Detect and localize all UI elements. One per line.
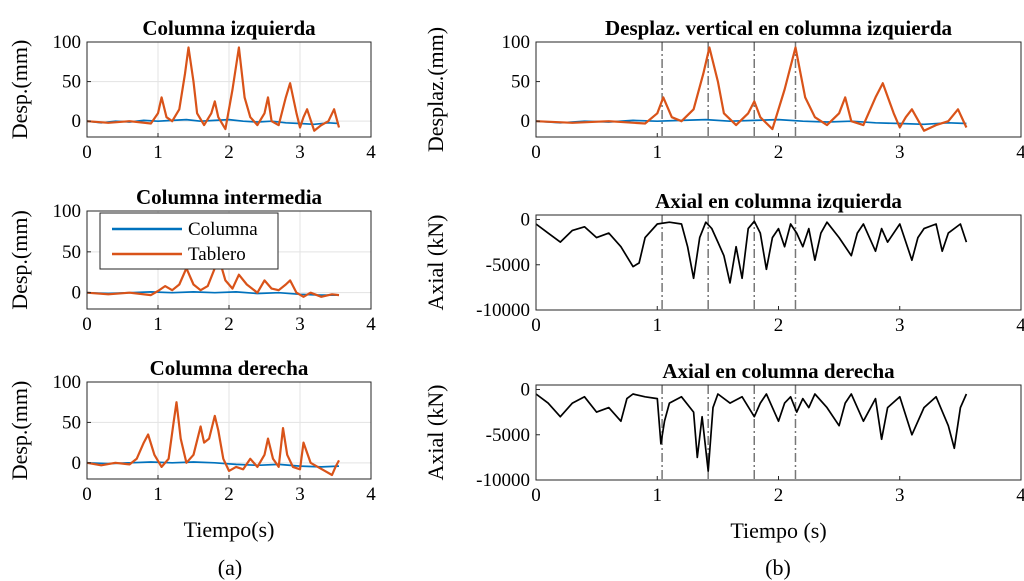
- y-axis-label: Axial (kN): [423, 385, 448, 481]
- x-tick-label: 0: [82, 484, 92, 505]
- x-tick-label: 4: [366, 314, 376, 335]
- y-tick-label: -5000: [486, 425, 530, 446]
- x-tick-label: 1: [653, 315, 663, 336]
- chart-columna-derecha: 0 1 2 3 4 0 50 100 Columna derecha Desp.(mm) Tiemp…: [7, 356, 376, 542]
- series-line-0: [535, 393, 968, 472]
- y-tick-label: -5000: [486, 255, 530, 276]
- chart-axial-derecha: 0 1 2 3 4 -10000 -5000 0 Axial en columna derech…: [423, 359, 1024, 543]
- series-line-1: [86, 46, 341, 132]
- chart-desplaz-vertical: 0 1 2 3 4 0 50 100 Desplaz. vertical en columna …: [423, 16, 1024, 163]
- legend-label-columna: Columna: [188, 219, 258, 240]
- y-tick-label: 100: [53, 32, 82, 53]
- y-tick-label: 0: [72, 283, 82, 304]
- x-tick-label: 3: [895, 315, 905, 336]
- y-tick-label: 0: [521, 111, 531, 132]
- x-tick-label: 4: [1016, 485, 1024, 506]
- y-axis-label: Desp.(mm): [7, 381, 32, 481]
- x-tick-label: 1: [153, 142, 163, 163]
- legend-label-tablero: Tablero: [188, 244, 246, 265]
- x-tick-label: 1: [653, 142, 663, 163]
- series-line-1: [86, 401, 340, 477]
- chart-title: Columna intermedia: [136, 185, 323, 209]
- chart-legend: Columna Tablero: [99, 212, 279, 270]
- x-tick-label: 2: [224, 314, 234, 335]
- legend-box: [99, 212, 279, 270]
- y-tick-label: 50: [62, 412, 81, 433]
- x-axis-label: Tiempo (s): [730, 518, 826, 543]
- x-tick-label: 3: [295, 314, 305, 335]
- chart-axial-izquierda: 0 1 2 3 4 -10000 -5000 0 Axial en columna izquie…: [423, 189, 1024, 336]
- series-line-tablero: [86, 254, 340, 298]
- x-tick-label: 3: [295, 142, 305, 163]
- chart-title: Columna derecha: [150, 356, 309, 380]
- x-tick-label: 0: [531, 485, 541, 506]
- y-tick-label: 0: [72, 111, 82, 132]
- y-tick-label: 100: [502, 32, 531, 53]
- y-axis-label: Desp.(mm): [7, 40, 32, 140]
- x-tick-label: 2: [774, 142, 784, 163]
- x-tick-label: 4: [1016, 315, 1024, 336]
- chart-columna-izquierda: 0 1 2 3 4 0 50 100 Columna izquierda Desp.(mm): [7, 16, 376, 163]
- panel-label-b: (b): [765, 555, 791, 580]
- y-tick-label: -10000: [476, 300, 530, 321]
- chart-columna-intermedia: 0 1 2 3 4 0 50 100 Columna intermedia Desp.(mm) Co…: [7, 185, 376, 335]
- x-tick-label: 2: [774, 485, 784, 506]
- x-tick-label: 0: [82, 314, 92, 335]
- x-tick-label: 4: [366, 484, 376, 505]
- y-tick-label: 0: [521, 380, 531, 401]
- y-tick-label: 0: [72, 453, 82, 474]
- x-axis-label: Tiempo(s): [184, 517, 275, 542]
- plot-frame: [535, 384, 1022, 481]
- y-axis-label: Desp.(mm): [7, 210, 32, 310]
- x-tick-label: 4: [1016, 142, 1024, 163]
- x-tick-label: 1: [653, 485, 663, 506]
- chart-title: Axial en columna derecha: [662, 359, 895, 383]
- series-line-1: [535, 46, 968, 132]
- y-axis-label: Axial (kN): [423, 215, 448, 311]
- x-tick-label: 0: [531, 315, 541, 336]
- x-tick-label: 3: [895, 142, 905, 163]
- y-tick-label: 50: [62, 72, 81, 93]
- y-tick-label: 50: [62, 242, 81, 263]
- x-tick-label: 0: [531, 142, 541, 163]
- x-tick-label: 1: [153, 314, 163, 335]
- x-tick-label: 2: [224, 484, 234, 505]
- y-tick-label: -10000: [476, 470, 530, 491]
- panel-label-a: (a): [218, 555, 242, 580]
- series-line-0: [535, 220, 968, 284]
- y-tick-label: 100: [53, 201, 82, 222]
- x-tick-label: 0: [82, 142, 92, 163]
- y-axis-label: Desplaz.(mm): [423, 27, 448, 152]
- y-tick-label: 0: [521, 210, 531, 231]
- chart-title: Columna izquierda: [142, 16, 316, 40]
- x-tick-label: 1: [153, 484, 163, 505]
- y-tick-label: 100: [53, 372, 82, 393]
- y-tick-label: 50: [511, 72, 530, 93]
- x-tick-label: 3: [295, 484, 305, 505]
- x-tick-label: 2: [224, 142, 234, 163]
- x-tick-label: 3: [895, 485, 905, 506]
- x-tick-label: 2: [774, 315, 784, 336]
- chart-title: Desplaz. vertical en columna izquierda: [605, 16, 953, 40]
- chart-title: Axial en columna izquierda: [655, 189, 902, 213]
- x-tick-label: 4: [366, 142, 376, 163]
